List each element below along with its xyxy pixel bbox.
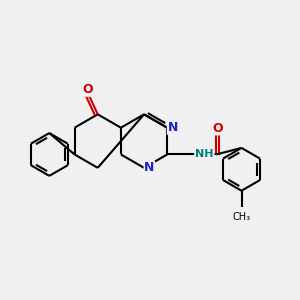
Text: N: N — [144, 161, 154, 174]
Text: O: O — [212, 122, 223, 135]
Text: N: N — [167, 121, 178, 134]
Text: O: O — [82, 83, 93, 96]
Text: NH: NH — [196, 149, 214, 160]
Text: CH₃: CH₃ — [232, 212, 250, 221]
